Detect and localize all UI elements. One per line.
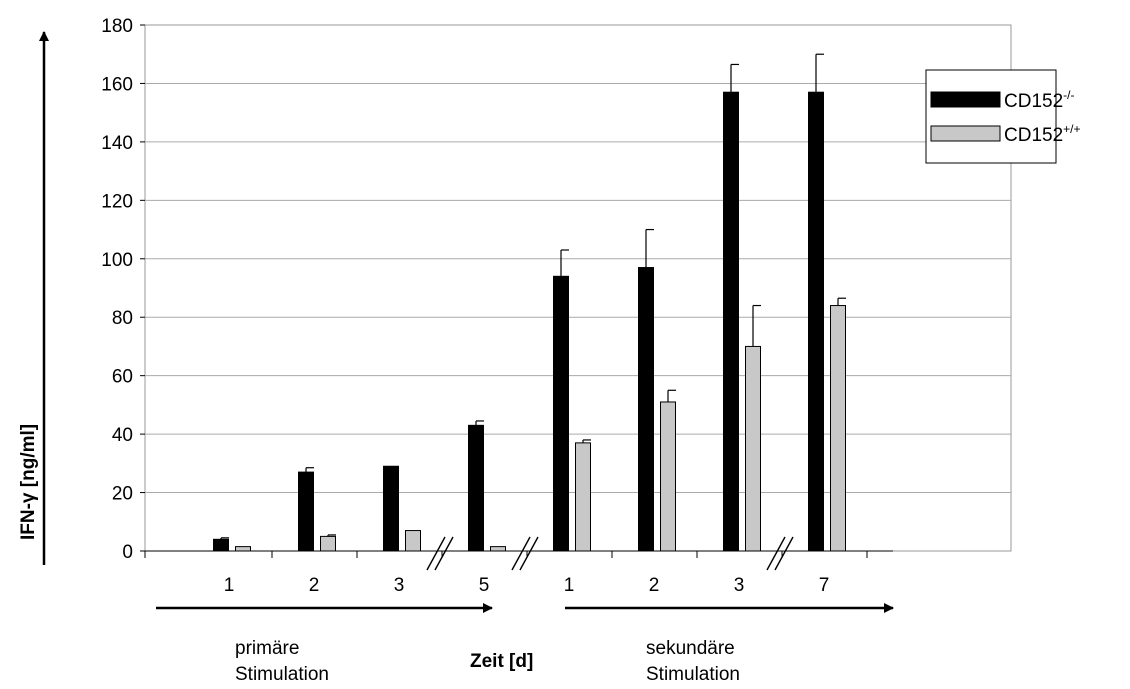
- bar: [490, 546, 506, 552]
- gridlines: [145, 82, 1011, 494]
- y-tick-label: 120: [101, 191, 133, 212]
- primary-phase-label-line2: Stimulation: [235, 664, 329, 685]
- legend-box: [925, 69, 1057, 164]
- y-tick-label: 140: [101, 133, 133, 154]
- x-axis-title: Zeit [d]: [470, 651, 533, 672]
- bar: [660, 401, 676, 552]
- bar: [808, 91, 824, 552]
- bar: [405, 530, 421, 552]
- primary-phase-label-line1: primäre: [235, 638, 299, 659]
- y-axis-label: IFN-γ [ng/ml]: [18, 424, 39, 540]
- y-tick-labels: 0 20 40 60 80 100 120 140 160 180: [101, 16, 145, 563]
- x-tick-label: 1: [564, 575, 575, 596]
- legend-label-cd152-wt: CD152+/+: [1004, 122, 1081, 146]
- bar: [723, 91, 739, 552]
- bar: [638, 267, 654, 552]
- bar: [745, 345, 761, 552]
- legend-swatch-cd152-wt: [930, 125, 1001, 142]
- x-tick-labels: 1 2 3 5 1 2 3 7: [224, 575, 830, 596]
- y-tick-label: 160: [101, 74, 133, 95]
- x-tick-label: 5: [479, 575, 490, 596]
- y-tick-label: 40: [112, 425, 133, 446]
- axis-break-slash: [774, 536, 794, 571]
- x-tick-label: 3: [734, 575, 745, 596]
- axis-break-slash: [519, 536, 539, 571]
- bar: [298, 471, 314, 552]
- bar: [575, 442, 591, 552]
- axis-break-slash: [426, 536, 446, 571]
- y-tick-label: 100: [101, 250, 133, 271]
- bar: [553, 275, 569, 552]
- x-tick-label: 1: [224, 575, 235, 596]
- bar: [320, 535, 336, 552]
- bar: [383, 465, 399, 552]
- x-tick-label: 2: [309, 575, 320, 596]
- axis-break-marks: [426, 536, 794, 571]
- y-tick-label: 60: [112, 367, 133, 388]
- y-tick-label: 80: [112, 308, 133, 329]
- axis-break-slash: [766, 536, 786, 571]
- x-tick-marks: [144, 551, 868, 558]
- bar: [468, 424, 484, 552]
- x-tick-label: 7: [819, 575, 830, 596]
- x-tick-label: 3: [394, 575, 405, 596]
- axis-break-slash: [434, 536, 454, 571]
- y-tick-label: 20: [112, 484, 133, 505]
- legend-swatch-cd152-ko: [930, 91, 1001, 108]
- bar: [213, 538, 229, 552]
- y-tick-label: 180: [101, 16, 133, 37]
- x-tick-label: 2: [649, 575, 660, 596]
- legend-label-cd152-ko: CD152-/-: [1004, 88, 1074, 112]
- secondary-phase-label-line1: sekundäre: [646, 638, 735, 659]
- secondary-phase-label-line2: Stimulation: [646, 664, 740, 685]
- axis-break-slash: [511, 536, 531, 571]
- bars-group: [213, 53, 846, 552]
- bar: [235, 546, 251, 552]
- bar: [830, 305, 846, 552]
- y-tick-label: 0: [122, 542, 133, 563]
